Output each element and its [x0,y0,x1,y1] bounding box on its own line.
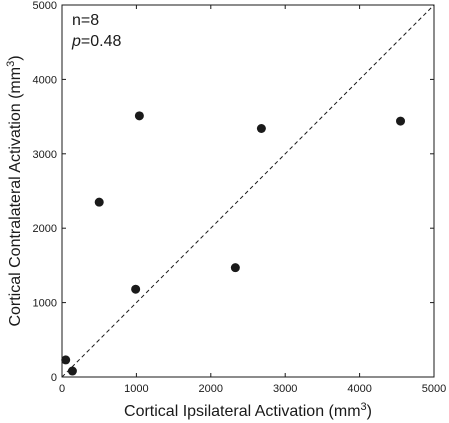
x-tick-label: 5000 [422,383,446,395]
y-tick-label: 4000 [33,74,57,86]
p-value-annotation: p=0.48 [71,33,121,50]
y-tick-label: 0 [51,372,57,384]
x-axis-ticks: 0 1000 2000 3000 4000 5000 [59,5,446,395]
p-symbol: p [71,33,81,50]
sample-size-annotation: n=8 [72,12,99,29]
data-point [131,284,141,294]
y-axis-ticks: 0 1000 2000 3000 4000 5000 [33,0,434,384]
data-point [134,111,144,121]
y-tick-label: 1000 [33,298,57,310]
x-tick-label: 4000 [347,383,371,395]
y-axis-label-tail: ) [7,55,24,60]
data-point [396,116,406,126]
x-axis-label-tail: ) [367,403,372,420]
data-point [67,366,77,376]
data-point [94,197,104,207]
data-point [61,355,71,365]
x-axis-label-main: Cortical Ipsilateral Activation (mm [124,403,361,420]
y-tick-label: 5000 [33,0,57,12]
x-axis-label-sup: 3 [361,401,367,413]
data-point [230,263,240,273]
y-axis-label: Cortical Contralateral Activation (mm3) [5,55,24,326]
x-axis-label: Cortical Ipsilateral Activation (mm3) [124,401,372,420]
y-axis-label-sup: 3 [5,61,17,67]
identity-reference-line [61,4,435,378]
x-tick-label: 1000 [124,383,148,395]
data-points [61,111,406,376]
x-tick-label: 0 [59,383,65,395]
y-axis-label-main: Cortical Contralateral Activation (mm [7,67,24,327]
p-value: =0.48 [81,33,122,50]
y-tick-label: 2000 [33,223,57,235]
plot-frame [61,4,435,378]
y-tick-label: 3000 [33,149,57,161]
data-point [256,124,266,134]
reference-line-layer [61,4,435,378]
x-tick-label: 2000 [199,383,223,395]
x-tick-label: 3000 [273,383,297,395]
